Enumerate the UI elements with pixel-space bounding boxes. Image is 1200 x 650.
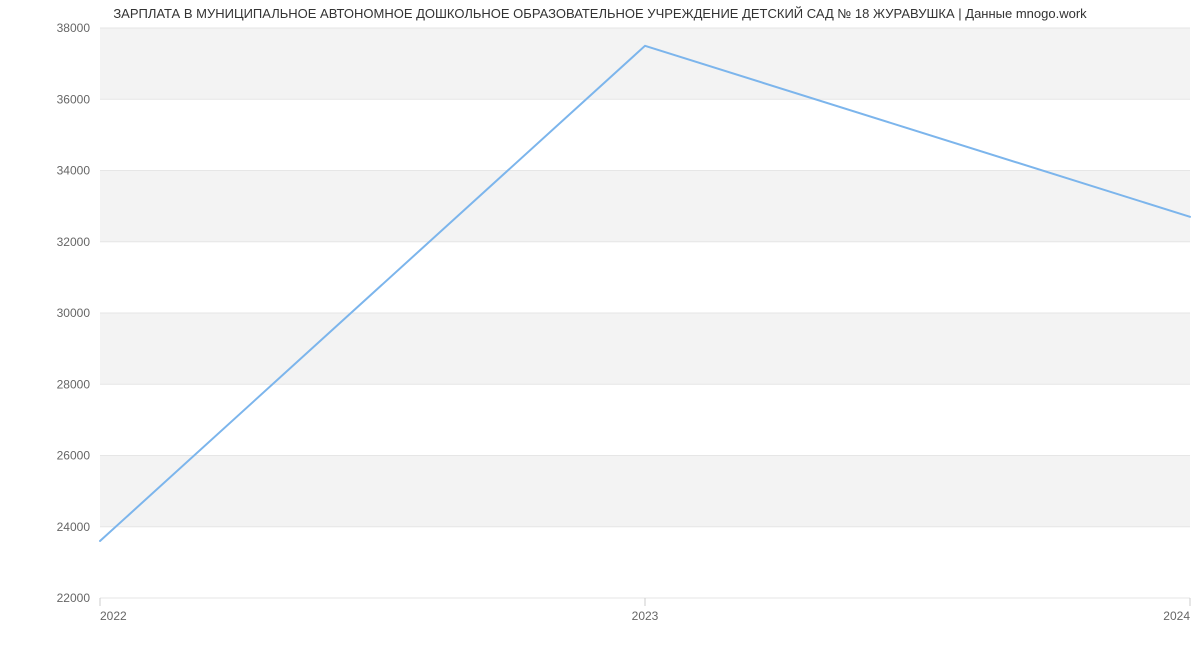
y-axis-label: 22000 [57, 591, 91, 605]
grid-band [100, 313, 1190, 384]
y-axis-label: 34000 [57, 164, 91, 178]
y-axis-label: 26000 [57, 449, 91, 463]
y-axis-label: 36000 [57, 92, 91, 106]
y-axis-label: 32000 [57, 235, 91, 249]
grid-band [100, 171, 1190, 242]
y-axis-label: 38000 [57, 21, 91, 35]
grid-band [100, 28, 1190, 99]
x-axis-label: 2023 [632, 609, 659, 623]
x-axis-label: 2022 [100, 609, 127, 623]
y-axis-label: 30000 [57, 306, 91, 320]
chart-title: ЗАРПЛАТА В МУНИЦИПАЛЬНОЕ АВТОНОМНОЕ ДОШК… [0, 6, 1200, 21]
salary-line-chart: ЗАРПЛАТА В МУНИЦИПАЛЬНОЕ АВТОНОМНОЕ ДОШК… [0, 0, 1200, 650]
y-axis-label: 28000 [57, 377, 91, 391]
y-axis-label: 24000 [57, 520, 91, 534]
x-axis-label: 2024 [1163, 609, 1190, 623]
chart-canvas: 22000 24000 26000 28000 30000 32000 34000 36000… [0, 0, 1200, 650]
grid-band [100, 456, 1190, 527]
